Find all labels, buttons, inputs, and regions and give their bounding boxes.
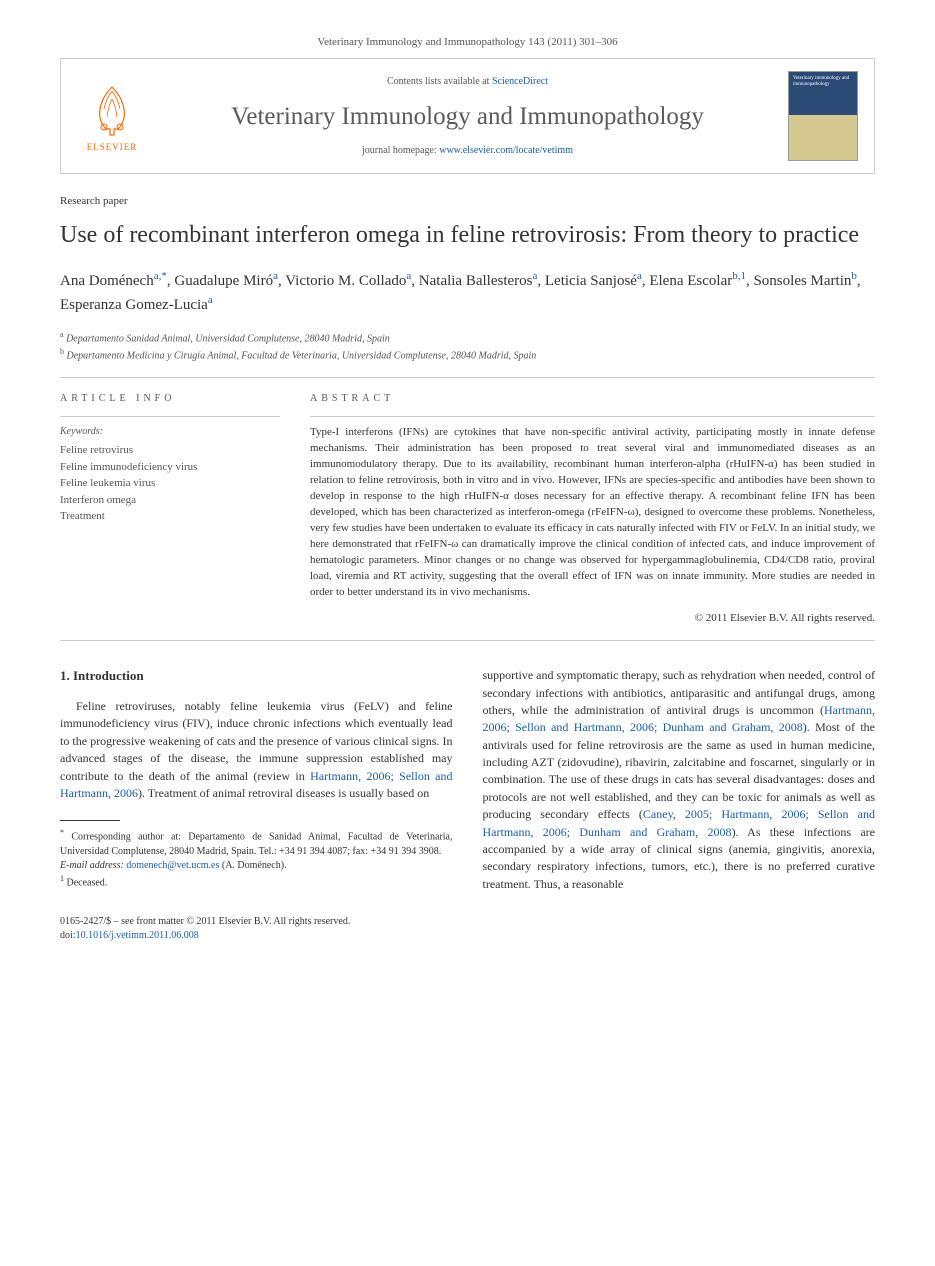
article-info-block: ARTICLE INFO Keywords: Feline retrovirus…: [60, 392, 280, 626]
article-title: Use of recombinant interferon omega in f…: [60, 220, 875, 250]
abstract-heading: ABSTRACT: [310, 392, 875, 406]
abstract-copyright: © 2011 Elsevier B.V. All rights reserved…: [310, 611, 875, 626]
affiliations: a Departamento Sanidad Animal, Universid…: [60, 329, 875, 364]
homepage-prefix: journal homepage:: [362, 145, 439, 156]
body-column-right: supportive and symptomatic therapy, such…: [483, 667, 876, 893]
cover-title: Veterinary immunology and immunopatholog…: [789, 72, 857, 92]
article-info-heading: ARTICLE INFO: [60, 392, 280, 406]
section-heading-introduction: 1. Introduction: [60, 667, 453, 686]
email-line: E-mail address: domenech@vet.ucm.es (A. …: [60, 859, 453, 873]
sciencedirect-link[interactable]: ScienceDirect: [492, 76, 548, 87]
journal-name: Veterinary Immunology and Immunopatholog…: [163, 99, 772, 134]
journal-cover-thumbnail: Veterinary immunology and immunopatholog…: [788, 71, 858, 161]
contents-available-line: Contents lists available at ScienceDirec…: [163, 75, 772, 89]
journal-homepage-link[interactable]: www.elsevier.com/locate/vetimm: [439, 145, 573, 156]
doi-line: doi:10.1016/j.vetimm.2011.06.008: [60, 929, 875, 943]
body-paragraph-2: supportive and symptomatic therapy, such…: [483, 667, 876, 893]
doi-link[interactable]: 10.1016/j.vetimm.2011.06.008: [76, 930, 199, 941]
affiliation-b: b Departamento Medicina y Cirugía Animal…: [60, 346, 875, 363]
divider: [60, 377, 875, 378]
citation-header: Veterinary Immunology and Immunopatholog…: [60, 35, 875, 50]
body-paragraph-1: Feline retroviruses, notably feline leuk…: [60, 698, 453, 802]
footnotes: * Corresponding author at: Departamento …: [60, 827, 453, 890]
author-list: Ana Doménecha,*, Guadalupe Miróa, Victor…: [60, 268, 875, 317]
body-column-left: 1. Introduction Feline retroviruses, not…: [60, 667, 453, 893]
info-subdivider: [60, 416, 280, 417]
deceased-note: 1 Deceased.: [60, 873, 453, 890]
journal-banner: ELSEVIER Contents lists available at Sci…: [60, 58, 875, 174]
footnote-divider: [60, 820, 120, 821]
keywords-list: Feline retrovirusFeline immunodeficiency…: [60, 442, 280, 525]
abstract-subdivider: [310, 416, 875, 417]
abstract-block: ABSTRACT Type-I interferons (IFNs) are c…: [310, 392, 875, 626]
page-footer: 0165-2427/$ – see front matter © 2011 El…: [60, 915, 875, 943]
paper-type: Research paper: [60, 194, 875, 209]
elsevier-logo: ELSEVIER: [77, 79, 147, 154]
cover-image-placeholder: [789, 115, 857, 160]
journal-homepage-line: journal homepage: www.elsevier.com/locat…: [163, 144, 772, 158]
front-matter-line: 0165-2427/$ – see front matter © 2011 El…: [60, 915, 875, 929]
divider-lower: [60, 640, 875, 641]
elsevier-tree-icon: [82, 79, 142, 139]
keywords-label: Keywords:: [60, 425, 280, 439]
affiliation-a: a Departamento Sanidad Animal, Universid…: [60, 329, 875, 346]
elsevier-label: ELSEVIER: [87, 141, 138, 154]
corresponding-author-note: * Corresponding author at: Departamento …: [60, 827, 453, 858]
contents-prefix: Contents lists available at: [387, 76, 492, 87]
corresponding-email-link[interactable]: domenech@vet.ucm.es: [126, 860, 219, 871]
abstract-text: Type-I interferons (IFNs) are cytokines …: [310, 425, 875, 600]
